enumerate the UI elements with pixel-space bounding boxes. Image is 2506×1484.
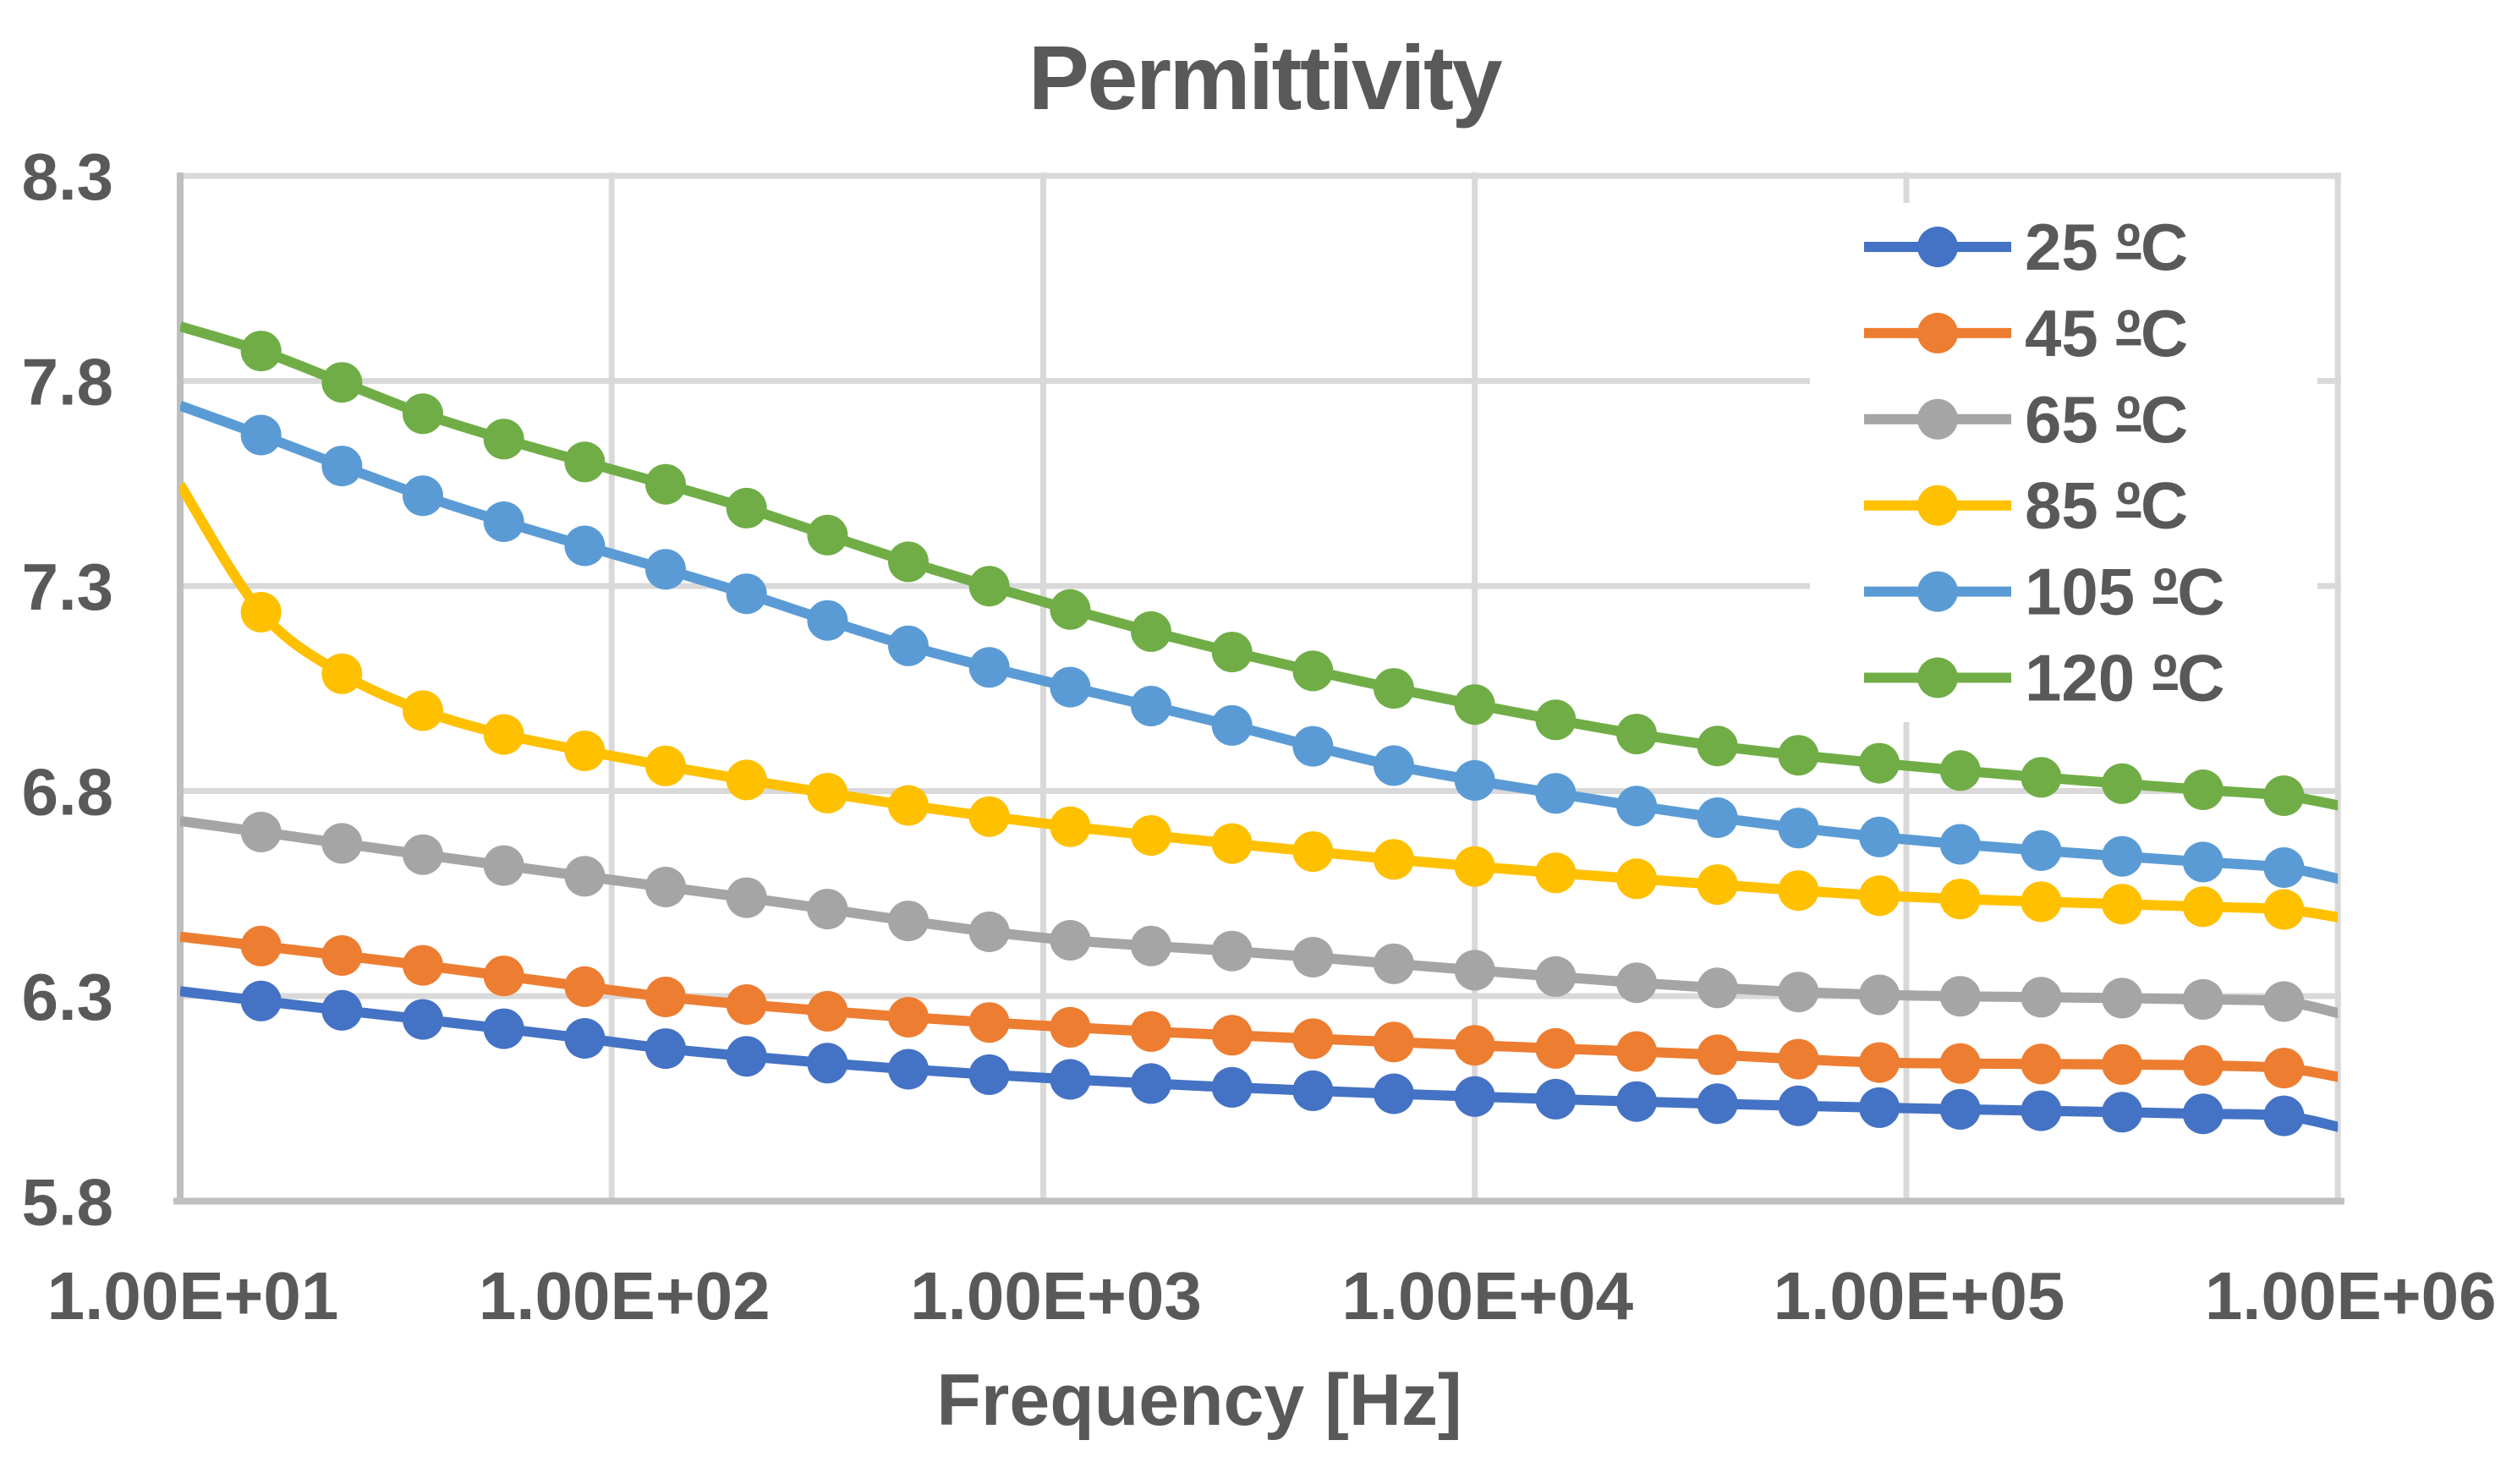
svg-text:120 ºC: 120 ºC: [2025, 641, 2225, 715]
svg-text:7.8: 7.8: [22, 345, 113, 419]
svg-text:Permittivity: Permittivity: [1028, 26, 1503, 129]
svg-text:1.00E+06: 1.00E+06: [2205, 1258, 2497, 1333]
svg-text:85 ºC: 85 ºC: [2025, 468, 2188, 543]
svg-text:1.00E+02: 1.00E+02: [479, 1258, 770, 1333]
svg-text:7.3: 7.3: [22, 550, 113, 624]
svg-text:65 ºC: 65 ºC: [2025, 382, 2188, 457]
svg-text:8.3: 8.3: [22, 140, 113, 214]
svg-text:6.8: 6.8: [22, 755, 113, 830]
svg-text:1.00E+05: 1.00E+05: [1774, 1258, 2065, 1333]
svg-text:105 ºC: 105 ºC: [2025, 555, 2225, 629]
svg-text:45 ºC: 45 ºC: [2025, 296, 2188, 370]
svg-text:1.00E+03: 1.00E+03: [910, 1258, 1202, 1333]
svg-text:1.00E+01: 1.00E+01: [47, 1258, 339, 1333]
svg-text:6.3: 6.3: [22, 960, 113, 1034]
svg-text:25 ºC: 25 ºC: [2025, 210, 2188, 284]
svg-text:Frequency [Hz]: Frequency [Hz]: [936, 1360, 1461, 1441]
svg-text:5.8: 5.8: [22, 1165, 113, 1240]
svg-text:1.00E+04: 1.00E+04: [1341, 1258, 1633, 1333]
